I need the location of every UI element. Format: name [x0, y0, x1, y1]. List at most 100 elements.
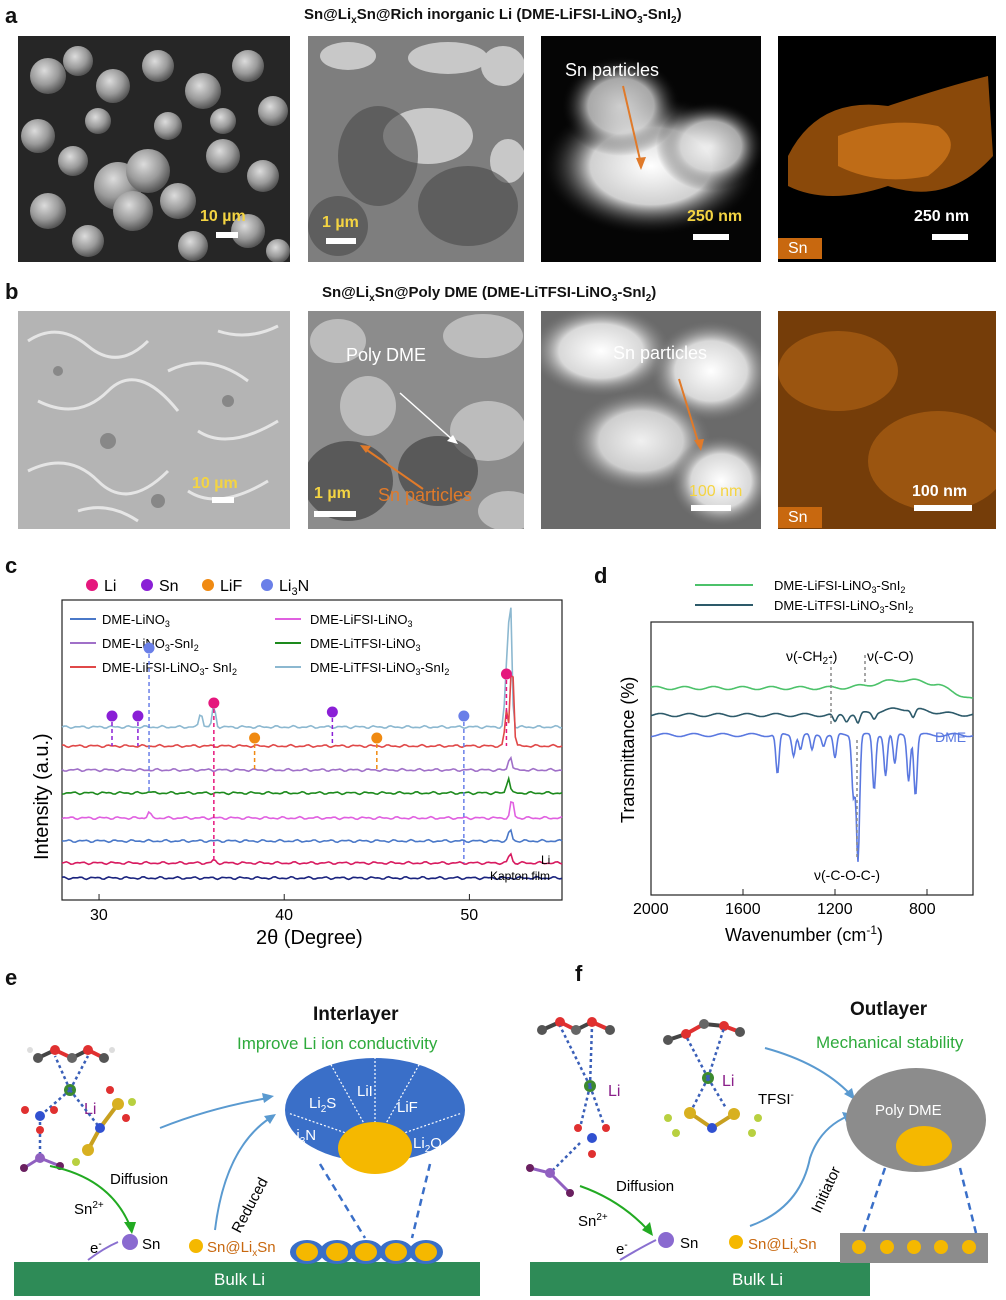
molecule-sni2	[20, 1153, 64, 1172]
x-tick-label: 800	[909, 901, 936, 918]
snlix-label: Sn@LixSn	[207, 1239, 276, 1259]
sn2-label: Sn2+	[578, 1212, 608, 1230]
scale-bar	[314, 511, 356, 517]
legend-series-label: DME-LiFSI-LiNO3	[310, 612, 413, 629]
panel-label-f: f	[575, 961, 583, 986]
peak-marker	[458, 710, 470, 722]
haadf-label: Sn particles	[613, 343, 708, 363]
component-lif: LiF	[397, 1099, 418, 1116]
panel-label-d: d	[594, 563, 608, 588]
trace-label-li: Li	[541, 853, 550, 867]
marker-legend: Li Sn LiF Li3N	[86, 578, 309, 598]
poly-dme-label: Poly DME	[875, 1102, 942, 1119]
molecule-dme	[27, 1045, 115, 1063]
sem-image-b: 10 µm	[18, 311, 290, 529]
panel-label-c: c	[5, 553, 18, 578]
trace-label-kapton: Kapton film	[490, 869, 550, 883]
li-label: Li	[608, 1083, 620, 1100]
xrd-trace	[61, 755, 563, 773]
series-label-dme: DME	[935, 729, 966, 745]
xrd-chart: Li Sn LiF Li3N DME-LiNO3 DME-LiFSI-LiNO3…	[31, 578, 563, 949]
x-tick-label: 1600	[725, 901, 761, 918]
legend-series-label: DME-LiFSI-LiNO3- SnI2	[102, 660, 237, 677]
diffusion-arrow	[49, 1165, 131, 1227]
li-label: Li	[84, 1101, 96, 1118]
schematic-e: Bulk Li Interlayer Improve Li ion conduc…	[14, 1004, 480, 1296]
scale-bar-label: 10 µm	[192, 475, 238, 492]
legend-marker-sn	[141, 579, 153, 591]
molecule-dme-2	[663, 1019, 745, 1045]
x-tick-label: 1200	[817, 901, 853, 918]
xrd-trace	[61, 828, 563, 844]
bulk-li-bar	[530, 1262, 870, 1296]
legend-series-label: DME-LiFSI-LiNO3-SnI2	[774, 578, 905, 595]
scale-bar	[326, 238, 356, 244]
legend-marker-lif	[202, 579, 214, 591]
panel-b-title: Sn@LixSn@Poly DME (DME-LiTFSI-LiNO3-SnI2…	[322, 284, 657, 304]
sn-core	[338, 1122, 412, 1174]
legend-series-label: DME-LiTFSI-LiNO3-SnI2	[310, 660, 449, 677]
x-tick-label: 50	[460, 907, 478, 924]
scale-bar	[693, 234, 729, 240]
to-interlayer-arrow	[159, 1097, 269, 1129]
component-li2o: Li2O	[413, 1135, 442, 1155]
ftir-chart: DME-LiFSI-LiNO3-SnI2 DME-LiTFSI-LiNO3-Sn…	[618, 578, 974, 945]
electron-label: e-	[616, 1240, 628, 1258]
scale-bar-label: 250 nm	[687, 208, 743, 225]
interlayer-particles	[290, 1240, 443, 1264]
molecule-no3	[21, 1106, 58, 1134]
ftir-x-axis-label: Wavenumber (cm-1)	[725, 923, 883, 945]
outlayer-subtitle: Mechanical stability	[816, 1033, 964, 1052]
x-tick-label: 2000	[633, 901, 669, 918]
scale-bar-label: 250 nm	[914, 208, 970, 225]
ftir-traces	[650, 678, 974, 862]
eds-map-a: 250 nm Sn	[778, 36, 996, 262]
scale-bar-label: 100 nm	[912, 483, 968, 500]
legend-series-label: DME-LiTFSI-LiNO3	[310, 636, 420, 653]
li-label-2: Li	[722, 1073, 734, 1090]
electron-label: e-	[90, 1239, 102, 1257]
sn-atom	[658, 1232, 674, 1248]
xrd-plot-frame	[61, 599, 563, 901]
sn-lix-particle	[729, 1235, 743, 1249]
haadf-label: Sn particles	[565, 60, 660, 80]
diffusion-arrow	[579, 1185, 649, 1231]
scale-bar-label: 10 µm	[200, 208, 246, 225]
outlayer-title: Outlayer	[850, 999, 928, 1020]
peak-marker	[208, 697, 220, 709]
peak-marker	[143, 642, 155, 654]
molecule-fsi	[72, 1086, 136, 1166]
peak-marker	[106, 710, 118, 722]
panel-label-b: b	[5, 279, 19, 304]
molecule-sni2	[526, 1164, 574, 1197]
xrd-x-ticks: 30 40 50	[90, 894, 478, 924]
peak-marker	[326, 706, 338, 718]
initiator-arrow	[749, 1115, 849, 1227]
annotation-ch2: ν(-CH2-)	[786, 648, 837, 667]
legend-marker-li	[86, 579, 98, 591]
schematic-f: Bulk Li Outlayer Mechanical stability Li…	[526, 999, 988, 1296]
ftir-trace	[650, 707, 974, 725]
ftir-y-axis-label: Transmittance (%)	[618, 677, 638, 823]
sem-image-a: 10 µm	[18, 36, 290, 262]
xrd-x-axis-label: 2θ (Degree)	[256, 927, 363, 949]
ftir-trace	[650, 678, 974, 700]
legend-marker-li3n	[261, 579, 273, 591]
legend-label-lif: LiF	[220, 578, 242, 595]
molecule-dme	[537, 1017, 615, 1035]
legend-series-label: DME-LiNO3	[102, 612, 170, 629]
scale-bar-label: 100 nm	[689, 483, 743, 500]
diffusion-label: Diffusion	[110, 1171, 168, 1188]
xrd-y-axis-label: Intensity (a.u.)	[31, 733, 53, 860]
xrd-trace	[61, 852, 563, 866]
tem-image-a: 1 µm	[308, 36, 524, 262]
ftir-plot-frame	[650, 621, 974, 896]
eds-element-tag: Sn	[778, 507, 822, 528]
series-legend: DME-LiNO3 DME-LiFSI-LiNO3 DME-LiNO3-SnI2…	[70, 612, 449, 677]
bulk-li-label: Bulk Li	[214, 1270, 265, 1289]
haadf-image-a: Sn particles 250 nm	[541, 36, 761, 262]
annotation-co: ν(-C-O)	[867, 648, 914, 664]
reduced-arrow	[214, 1117, 271, 1231]
bulk-li-bar	[14, 1262, 480, 1296]
diffusion-label: Diffusion	[616, 1178, 674, 1195]
